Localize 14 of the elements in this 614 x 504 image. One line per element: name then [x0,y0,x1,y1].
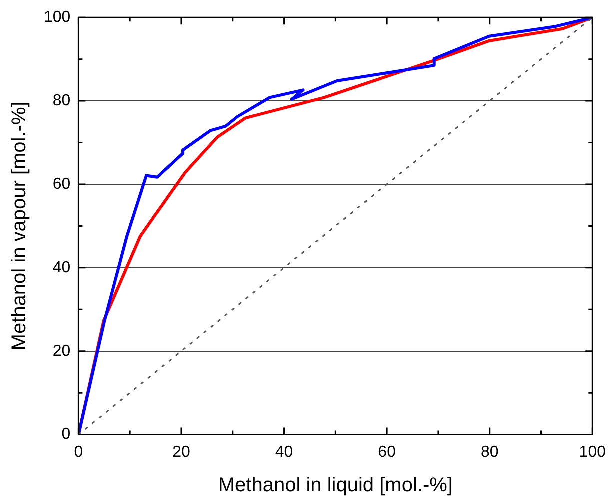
y-tick-label: 40 [52,259,71,276]
y-axis-title: Methanol in vapour [mol.-%] [8,102,31,351]
y-tick-label: 80 [52,92,71,110]
x-tick-label: 20 [172,444,190,461]
x-axis-title: Methanol in liquid [mol.-%] [218,474,453,497]
x-tick-label: 60 [378,444,396,461]
x-tick-label: 80 [480,444,499,461]
y-tick-label: 60 [52,176,71,193]
x-tick-label: 40 [275,444,294,461]
x-tick-label: 100 [579,444,606,461]
y-tick-label: 100 [44,9,71,26]
y-tick-label: 0 [62,426,71,444]
y-tick-label: 20 [52,342,71,360]
x-tick-label: 0 [74,444,84,461]
